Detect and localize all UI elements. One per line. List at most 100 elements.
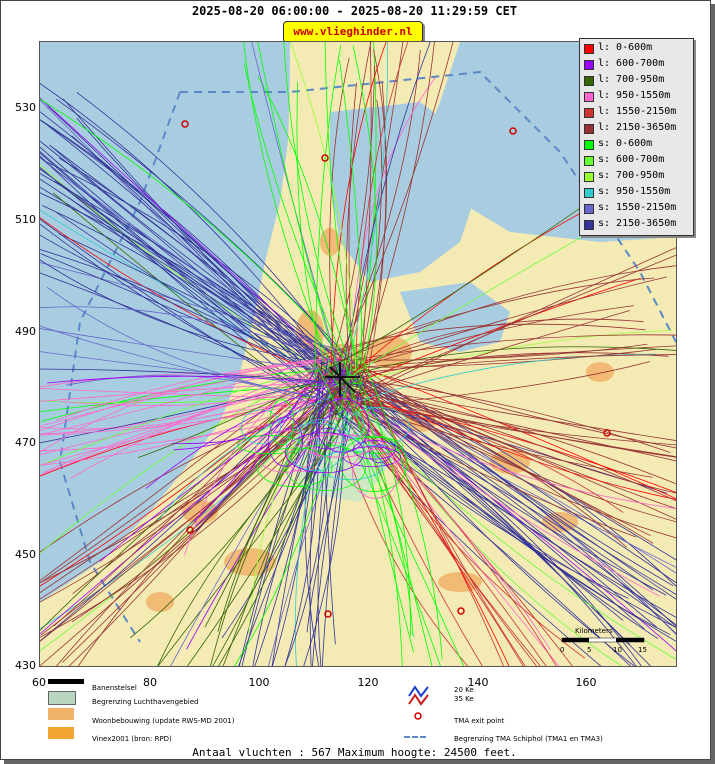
flight-track: [40, 164, 358, 393]
runway-swatch: [48, 679, 84, 684]
flight-track: [357, 330, 672, 383]
flight-track: [329, 392, 637, 538]
flight-track: [334, 352, 669, 385]
y-tick-label: 430: [15, 659, 36, 672]
flight-track: [251, 42, 346, 394]
flight-track: [331, 65, 375, 365]
flight-track: [351, 398, 537, 666]
flight-track: [344, 400, 653, 478]
flight-track: [40, 140, 322, 385]
altitude-legend: l: 0-600m l: 600-700m l: 700-950m l: 950…: [579, 38, 694, 236]
flight-track: [349, 399, 676, 446]
flight-track: [344, 362, 414, 653]
flight-track: [348, 247, 676, 403]
wind-icon: [408, 685, 429, 706]
holding-loop: [316, 398, 370, 453]
flight-track: [40, 97, 346, 377]
scale-bar: Kilometers 0 5 10 15: [560, 627, 647, 654]
website-badge[interactable]: www.vlieghinder.nl: [283, 21, 423, 43]
tma-exit-icon: [414, 712, 422, 720]
flight-track: [320, 382, 654, 544]
flight-track: [354, 334, 676, 361]
flight-track: [362, 371, 676, 600]
flight-track: [40, 393, 363, 477]
flight-track: [362, 360, 443, 660]
flight-track: [222, 377, 341, 666]
flight-track: [358, 379, 411, 636]
flight-track: [348, 42, 388, 363]
x-tick-label: 60: [32, 676, 46, 689]
flight-track: [323, 277, 655, 360]
flight-track: [248, 399, 320, 634]
flight-track: [40, 328, 321, 371]
flight-track: [361, 396, 631, 645]
scale-title: Kilometers: [575, 627, 613, 635]
tma-exit-label: TMA exit point: [454, 717, 505, 725]
x-tick-label: 160: [575, 676, 597, 689]
flight-track: [338, 384, 586, 659]
flight-track: [66, 374, 318, 407]
flight-track: [335, 370, 671, 636]
flight-track: [296, 82, 325, 363]
holding-loop: [287, 444, 319, 473]
flight-track: [334, 50, 421, 372]
runway-key-label: Banenstelsel: [92, 684, 137, 692]
flight-track: [40, 262, 364, 359]
flight-track: [40, 402, 360, 452]
x-tick-label: 120: [357, 676, 379, 689]
scale-tick: 15: [638, 646, 647, 654]
flight-track: [243, 63, 355, 386]
flight-track: [40, 259, 326, 364]
legend-label: s: 950-1550m: [598, 186, 671, 197]
flight-track: [59, 384, 325, 406]
flight-track: [40, 367, 318, 582]
flight-track: [40, 306, 333, 362]
flight-track: [58, 157, 332, 382]
flight-track: [268, 398, 353, 666]
flight-track: [326, 369, 414, 637]
flight-track: [40, 378, 353, 603]
map-key: Banenstelsel Begrenzing Luchthavengebied…: [0, 675, 709, 757]
holding-loop: [346, 407, 410, 447]
legend-label: s: 2150-3650m: [598, 218, 677, 229]
flight-track: [329, 57, 350, 370]
runway-system: [325, 362, 360, 397]
flight-track: [40, 388, 362, 401]
legend-label: l: 0-600m: [598, 42, 653, 53]
flight-track: [40, 360, 339, 642]
flight-track: [40, 358, 355, 467]
legend-swatch: [584, 60, 594, 70]
y-tick-label: 530: [15, 101, 36, 114]
legend-label: s: 1550-2150m: [598, 202, 677, 213]
y-tick-label: 490: [15, 325, 36, 338]
holding-loop: [285, 444, 366, 491]
flight-track: [56, 98, 359, 369]
flight-track: [54, 181, 340, 367]
legend-swatch: [584, 76, 594, 86]
legend-label: l: 700-950m: [598, 74, 665, 85]
flight-track: [361, 368, 676, 449]
flight-stats: Antaal vluchten : 567 Maximum hoogte: 24…: [192, 746, 517, 759]
flight-track: [257, 42, 341, 377]
x-tick-label: 80: [143, 676, 157, 689]
flight-track: [40, 111, 337, 379]
y-tick-label: 510: [15, 213, 36, 226]
y-tick-label: 470: [15, 436, 36, 449]
flight-track: [40, 380, 335, 402]
flight-track: [99, 379, 347, 562]
flight-track: [195, 365, 318, 526]
flight-track: [243, 42, 336, 376]
vinex-label: Vinex2001 (bron: RPD): [92, 735, 172, 743]
flight-track: [40, 357, 324, 436]
flight-track: [40, 152, 327, 398]
flight-track: [40, 146, 340, 381]
flight-track-map[interactable]: Kilometers 0 5 10 15: [39, 41, 677, 667]
flight-track: [324, 42, 363, 385]
flight-track: [339, 363, 676, 494]
flight-track: [72, 388, 343, 595]
flight-track: [335, 377, 658, 629]
flight-track: [336, 42, 431, 401]
holding-loop: [341, 436, 404, 454]
flight-track: [314, 323, 646, 358]
flight-track: [40, 395, 334, 600]
